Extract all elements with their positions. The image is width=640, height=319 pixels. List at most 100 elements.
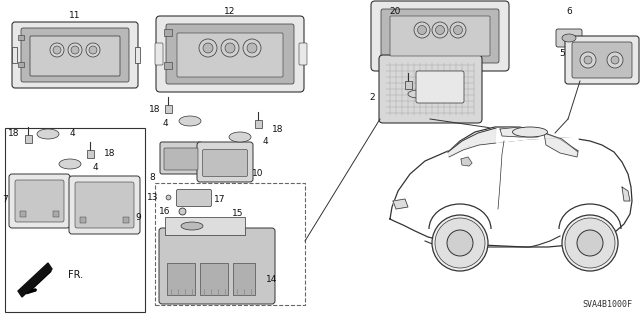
- FancyBboxPatch shape: [69, 176, 140, 234]
- Circle shape: [435, 218, 485, 268]
- FancyBboxPatch shape: [556, 29, 582, 47]
- Text: 8: 8: [149, 173, 155, 182]
- Circle shape: [50, 43, 64, 57]
- Bar: [164, 29, 172, 36]
- Circle shape: [607, 52, 623, 68]
- FancyBboxPatch shape: [390, 16, 490, 56]
- Circle shape: [71, 46, 79, 54]
- Ellipse shape: [408, 90, 428, 98]
- Circle shape: [432, 215, 488, 271]
- Circle shape: [225, 43, 235, 53]
- Text: 4: 4: [92, 162, 98, 172]
- Bar: [165, 105, 172, 113]
- Circle shape: [565, 218, 615, 268]
- FancyBboxPatch shape: [156, 16, 304, 92]
- Polygon shape: [544, 133, 578, 157]
- Bar: [200, 263, 228, 295]
- FancyBboxPatch shape: [30, 36, 120, 76]
- FancyBboxPatch shape: [75, 182, 134, 228]
- Bar: [255, 120, 262, 128]
- Bar: [452, 81, 459, 89]
- Circle shape: [68, 43, 82, 57]
- Text: SVA4B1000F: SVA4B1000F: [582, 300, 632, 309]
- Ellipse shape: [59, 159, 81, 169]
- Circle shape: [221, 39, 239, 57]
- FancyBboxPatch shape: [572, 42, 632, 78]
- Text: 4: 4: [262, 137, 268, 145]
- Text: 18: 18: [387, 78, 399, 86]
- Ellipse shape: [181, 222, 203, 230]
- Text: 6: 6: [566, 8, 572, 17]
- Circle shape: [454, 26, 463, 34]
- Bar: [164, 62, 172, 69]
- Bar: [18, 35, 24, 40]
- Circle shape: [435, 26, 445, 34]
- Bar: [18, 62, 24, 67]
- Text: 14: 14: [266, 275, 278, 284]
- Bar: [20, 211, 26, 217]
- Text: FR.: FR.: [68, 270, 83, 280]
- Text: 4: 4: [162, 120, 168, 129]
- FancyBboxPatch shape: [177, 189, 211, 206]
- Polygon shape: [393, 199, 408, 209]
- FancyBboxPatch shape: [166, 24, 294, 84]
- FancyBboxPatch shape: [15, 180, 64, 222]
- Circle shape: [89, 46, 97, 54]
- FancyBboxPatch shape: [9, 174, 70, 228]
- Text: 15: 15: [232, 210, 244, 219]
- Ellipse shape: [229, 132, 251, 142]
- Text: 18: 18: [104, 150, 116, 159]
- Bar: [123, 217, 129, 223]
- Bar: [155, 183, 305, 305]
- FancyBboxPatch shape: [379, 55, 482, 123]
- Text: 18: 18: [464, 78, 476, 86]
- Text: 5: 5: [559, 49, 565, 58]
- FancyBboxPatch shape: [371, 1, 509, 71]
- FancyBboxPatch shape: [202, 150, 248, 176]
- Polygon shape: [390, 138, 632, 247]
- Circle shape: [432, 22, 448, 38]
- Text: 18: 18: [149, 105, 161, 114]
- Bar: [53, 211, 59, 217]
- Polygon shape: [622, 187, 630, 201]
- Circle shape: [243, 39, 261, 57]
- Text: 7: 7: [2, 195, 8, 204]
- Circle shape: [562, 215, 618, 271]
- Circle shape: [450, 22, 466, 38]
- Bar: [25, 135, 32, 143]
- FancyBboxPatch shape: [197, 142, 253, 182]
- FancyBboxPatch shape: [416, 71, 464, 103]
- Text: 11: 11: [69, 11, 81, 19]
- Bar: [165, 217, 245, 235]
- Bar: [80, 217, 86, 223]
- Circle shape: [414, 22, 430, 38]
- Text: 17: 17: [214, 196, 226, 204]
- Polygon shape: [461, 157, 472, 166]
- Bar: [167, 263, 195, 295]
- Circle shape: [53, 46, 61, 54]
- Bar: [405, 81, 412, 89]
- Text: 3: 3: [437, 90, 443, 99]
- Ellipse shape: [179, 116, 201, 126]
- Text: 18: 18: [272, 124, 284, 133]
- FancyBboxPatch shape: [381, 9, 499, 63]
- FancyBboxPatch shape: [21, 28, 129, 82]
- Polygon shape: [500, 127, 540, 137]
- FancyBboxPatch shape: [12, 22, 138, 88]
- Polygon shape: [448, 128, 496, 157]
- Ellipse shape: [37, 129, 59, 139]
- Text: 18: 18: [8, 130, 20, 138]
- Circle shape: [199, 39, 217, 57]
- Circle shape: [203, 43, 213, 53]
- Polygon shape: [448, 127, 578, 152]
- Text: 12: 12: [224, 8, 236, 17]
- Bar: [12, 47, 17, 63]
- Bar: [233, 263, 255, 295]
- FancyBboxPatch shape: [299, 43, 307, 65]
- Bar: [5, 128, 145, 312]
- Circle shape: [580, 52, 596, 68]
- Text: 13: 13: [147, 192, 159, 202]
- Text: 4: 4: [69, 130, 75, 138]
- Ellipse shape: [513, 127, 547, 137]
- Text: 19: 19: [220, 221, 231, 231]
